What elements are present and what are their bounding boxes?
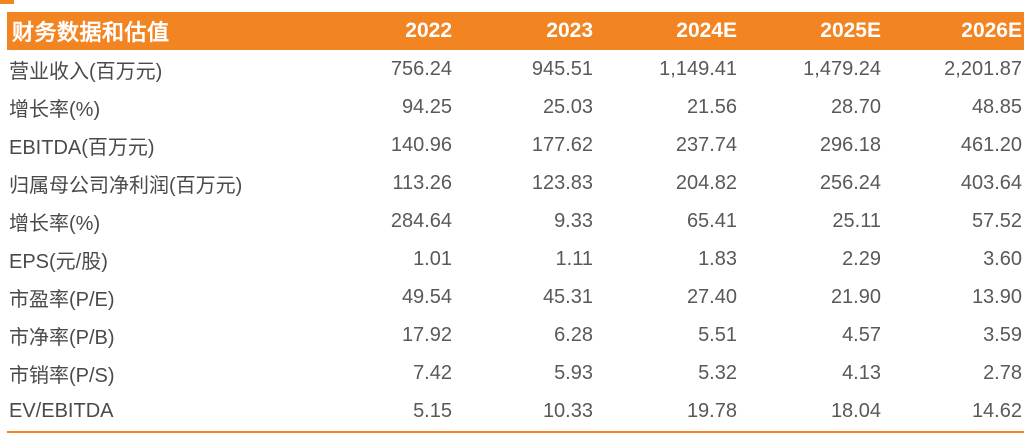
table-row: 归属母公司净利润(百万元) 113.26 123.83 204.82 256.24 403… — [7, 164, 1024, 202]
table-row: 增长率(%) 94.25 25.03 21.56 28.70 48.85 — [7, 88, 1024, 126]
row-value: 94.25 — [401, 95, 452, 118]
row-value: 5.51 — [698, 323, 737, 346]
row-value: 945.51 — [531, 57, 593, 80]
table-row: EV/EBITDA 5.15 10.33 19.78 18.04 14.62 — [7, 392, 1024, 430]
row-value: 4.13 — [842, 361, 881, 384]
row-value: 6.28 — [554, 323, 593, 346]
table-row: EBITDA(百万元) 140.96 177.62 237.74 296.18 461.2… — [7, 126, 1024, 164]
row-value: 461.20 — [960, 133, 1022, 156]
row-value: 5.32 — [698, 361, 737, 384]
row-value: 17.92 — [401, 323, 452, 346]
row-label: EV/EBITDA — [9, 399, 114, 422]
row-value: 48.85 — [971, 95, 1022, 118]
row-value: 14.62 — [971, 399, 1022, 422]
row-value: 3.59 — [983, 323, 1022, 346]
column-header-2022: 2022 — [405, 19, 452, 42]
row-value: 2.78 — [983, 361, 1022, 384]
row-value: 256.24 — [819, 171, 881, 194]
column-header-2025e: 2025E — [820, 19, 881, 42]
row-value: 1,149.41 — [659, 57, 737, 80]
row-value: 57.52 — [971, 209, 1022, 232]
column-header-2024e: 2024E — [676, 19, 737, 42]
row-value: 4.57 — [842, 323, 881, 346]
row-value: 123.83 — [531, 171, 593, 194]
row-label: 归属母公司净利润(百万元) — [9, 174, 243, 197]
column-header-2026e: 2026E — [961, 19, 1022, 42]
table-row: 市盈率(P/E) 49.54 45.31 27.40 21.90 13.90 — [7, 278, 1024, 316]
row-value: 10.33 — [542, 399, 593, 422]
row-value: 1,479.24 — [803, 57, 881, 80]
row-value: 140.96 — [390, 133, 452, 156]
table-row: 市净率(P/B) 17.92 6.28 5.51 4.57 3.59 — [7, 316, 1024, 354]
row-value: 3.60 — [983, 247, 1022, 270]
row-value: 296.18 — [819, 133, 881, 156]
row-value: 25.11 — [832, 209, 881, 232]
row-label: EPS(元/股) — [9, 250, 108, 273]
page-corner-accent — [0, 0, 14, 4]
row-value: 28.70 — [830, 95, 881, 118]
row-value: 27.40 — [686, 285, 737, 308]
financial-table: 财务数据和估值 2022 2023 2024E 2025E 2026E 营业收入… — [7, 12, 1024, 433]
row-label: 市净率(P/B) — [9, 326, 115, 349]
table-row: 增长率(%) 284.64 9.33 65.41 25.11 57.52 — [7, 202, 1024, 240]
row-value: 204.82 — [675, 171, 737, 194]
row-value: 18.04 — [830, 399, 881, 422]
table-row: 市销率(P/S) 7.42 5.93 5.32 4.13 2.78 — [7, 354, 1024, 392]
row-value: 19.78 — [686, 399, 737, 422]
row-value: 5.93 — [554, 361, 593, 384]
row-value: 284.64 — [390, 209, 452, 232]
row-value: 21.90 — [830, 285, 881, 308]
row-value: 1.01 — [413, 247, 452, 270]
row-value: 49.54 — [401, 285, 452, 308]
row-value: 237.74 — [675, 133, 737, 156]
row-value: 5.15 — [413, 399, 452, 422]
row-label: 市销率(P/S) — [9, 364, 115, 387]
row-value: 9.33 — [554, 209, 593, 232]
row-value: 2.29 — [842, 247, 881, 270]
row-label: 营业收入(百万元) — [9, 60, 163, 83]
table-header-row: 财务数据和估值 2022 2023 2024E 2025E 2026E — [7, 12, 1024, 50]
row-value: 403.64 — [960, 171, 1022, 194]
table-title: 财务数据和估值 — [12, 20, 170, 45]
row-value: 13.90 — [971, 285, 1022, 308]
row-value: 177.62 — [531, 133, 593, 156]
row-value: 21.56 — [686, 95, 737, 118]
row-value: 7.42 — [413, 361, 452, 384]
table-row: EPS(元/股) 1.01 1.11 1.83 2.29 3.60 — [7, 240, 1024, 278]
row-label: EBITDA(百万元) — [9, 136, 155, 159]
row-value: 113.26 — [392, 171, 452, 194]
row-value: 1.11 — [555, 247, 593, 270]
row-value: 45.31 — [542, 285, 593, 308]
row-label: 增长率(%) — [9, 212, 101, 235]
row-value: 756.24 — [390, 57, 452, 80]
financial-table-body: 营业收入(百万元) 756.24 945.51 1,149.41 1,479.24 2,2… — [7, 50, 1024, 430]
column-header-2023: 2023 — [546, 19, 593, 42]
row-label: 市盈率(P/E) — [9, 288, 115, 311]
row-value: 2,201.87 — [944, 57, 1022, 80]
row-value: 65.41 — [686, 209, 737, 232]
row-label: 增长率(%) — [9, 98, 101, 121]
row-value: 1.83 — [698, 247, 737, 270]
row-value: 25.03 — [542, 95, 593, 118]
table-row: 营业收入(百万元) 756.24 945.51 1,149.41 1,479.24 2,2… — [7, 50, 1024, 88]
